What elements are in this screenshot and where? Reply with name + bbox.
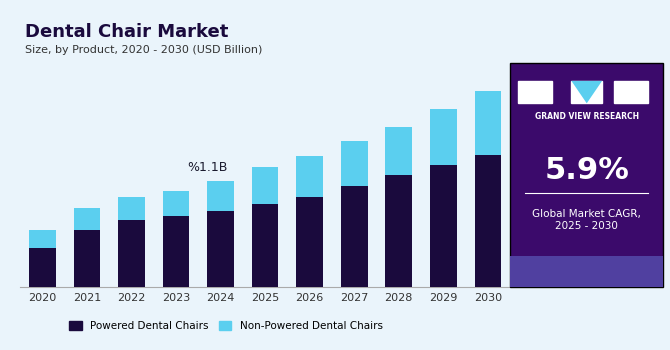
Bar xyxy=(118,197,145,220)
Polygon shape xyxy=(572,81,602,103)
Bar xyxy=(430,108,457,165)
Bar xyxy=(296,197,323,287)
Bar xyxy=(252,204,279,287)
FancyBboxPatch shape xyxy=(572,81,602,103)
Bar xyxy=(74,230,100,287)
FancyBboxPatch shape xyxy=(510,63,663,287)
Bar xyxy=(252,167,279,204)
Bar xyxy=(118,220,145,287)
Text: Source:
www.grandviewresearch.com: Source: www.grandviewresearch.com xyxy=(523,257,650,276)
Bar xyxy=(29,230,56,248)
FancyBboxPatch shape xyxy=(510,256,663,287)
FancyBboxPatch shape xyxy=(614,81,648,103)
Text: Size, by Product, 2020 - 2030 (USD Billion): Size, by Product, 2020 - 2030 (USD Billi… xyxy=(25,45,263,55)
FancyBboxPatch shape xyxy=(518,81,551,103)
Bar xyxy=(163,216,190,287)
Bar xyxy=(296,156,323,197)
Text: Dental Chair Market: Dental Chair Market xyxy=(25,23,228,41)
Bar xyxy=(341,141,368,187)
Text: %1.1B: %1.1B xyxy=(187,161,227,174)
Bar xyxy=(474,91,501,155)
Bar xyxy=(385,127,412,175)
Text: 5.9%: 5.9% xyxy=(544,156,629,185)
Text: GRAND VIEW RESEARCH: GRAND VIEW RESEARCH xyxy=(535,112,639,121)
Bar xyxy=(385,175,412,287)
Bar xyxy=(74,208,100,230)
Bar xyxy=(207,181,234,211)
Text: Global Market CAGR,
2025 - 2030: Global Market CAGR, 2025 - 2030 xyxy=(532,209,641,231)
Legend: Powered Dental Chairs, Non-Powered Dental Chairs: Powered Dental Chairs, Non-Powered Denta… xyxy=(69,321,383,331)
Bar xyxy=(430,165,457,287)
Bar xyxy=(474,155,501,287)
Bar xyxy=(207,211,234,287)
Bar xyxy=(341,187,368,287)
Bar xyxy=(163,191,190,216)
Bar xyxy=(29,248,56,287)
